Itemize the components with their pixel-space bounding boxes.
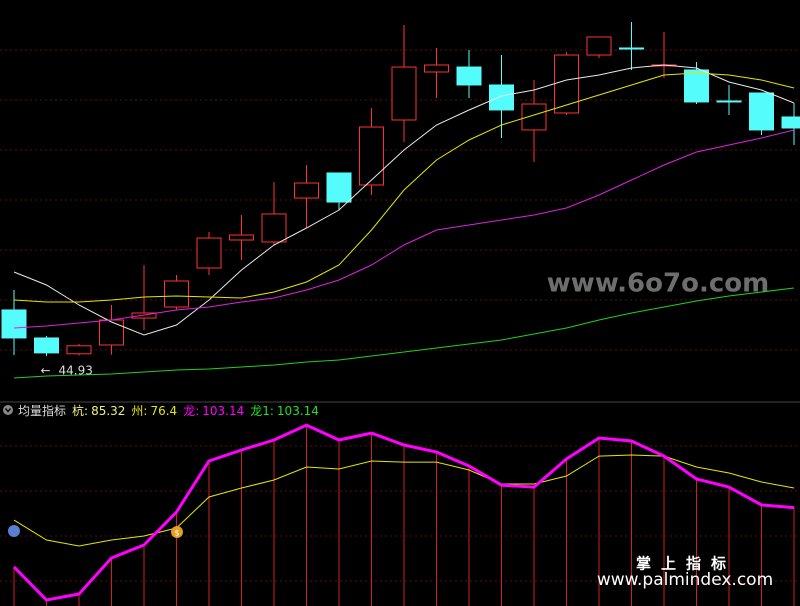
candle-body — [521, 103, 547, 131]
candle-body — [359, 126, 384, 186]
candle-body — [196, 237, 222, 269]
candle-body — [99, 319, 124, 346]
candle-body — [586, 36, 612, 56]
candle-body — [456, 66, 482, 86]
candle-body — [261, 213, 287, 243]
candle-body — [684, 69, 709, 103]
low-annotation: 44.93 — [59, 364, 93, 378]
candle-body — [716, 100, 742, 103]
candle-body — [781, 116, 800, 129]
collapse-icon — [4, 408, 12, 413]
candle-body — [1, 309, 27, 339]
collapse-button[interactable] — [3, 405, 13, 415]
candle-body — [391, 66, 417, 121]
legend-value: 103.14 — [202, 404, 244, 418]
candle-body — [424, 64, 449, 73]
grid — [0, 49, 800, 582]
marks: ← 44.93 — [1, 21, 800, 606]
candle-body — [164, 280, 189, 308]
moving-average-line — [13, 287, 795, 379]
candle-body — [66, 345, 92, 355]
legend-value: 85.32 — [91, 404, 125, 418]
low-arrow: ← — [41, 364, 51, 378]
legend-name: 龙: — [183, 404, 199, 418]
candle-body — [749, 92, 774, 131]
candle-body — [229, 234, 254, 241]
indicator-line — [12, 423, 795, 602]
money-bag-icon — [171, 526, 183, 538]
watermark: www.6o7o.com — [547, 269, 769, 299]
watermark: www.palmindex.com — [597, 570, 773, 590]
candle-body — [489, 84, 514, 111]
candle-body — [34, 337, 59, 354]
moving-average-line — [13, 72, 795, 303]
emoji-icon — [8, 525, 20, 537]
money-bag-symbol: $ — [174, 529, 179, 538]
legend-value: 103.14 — [277, 404, 319, 418]
candle-body — [326, 172, 352, 203]
candle-body — [619, 47, 644, 50]
moving-average-line — [13, 64, 795, 336]
legend-name: 龙1: — [250, 404, 274, 418]
indicator-title: 均量指标 — [18, 403, 66, 418]
legend-value: 76.4 — [150, 404, 177, 418]
candle-body — [554, 54, 579, 114]
legend-name: 州: — [131, 404, 147, 418]
indicator-legend: 均量指标 杭: 85.32 州: 76.4 龙: 103.14 龙1: 103.14 — [18, 403, 319, 418]
watermark: 掌上指标 — [636, 555, 736, 573]
moving-average-line — [13, 129, 795, 329]
candle-body — [294, 182, 319, 199]
candle-body — [131, 312, 157, 319]
legend-name: 杭: — [72, 403, 88, 418]
